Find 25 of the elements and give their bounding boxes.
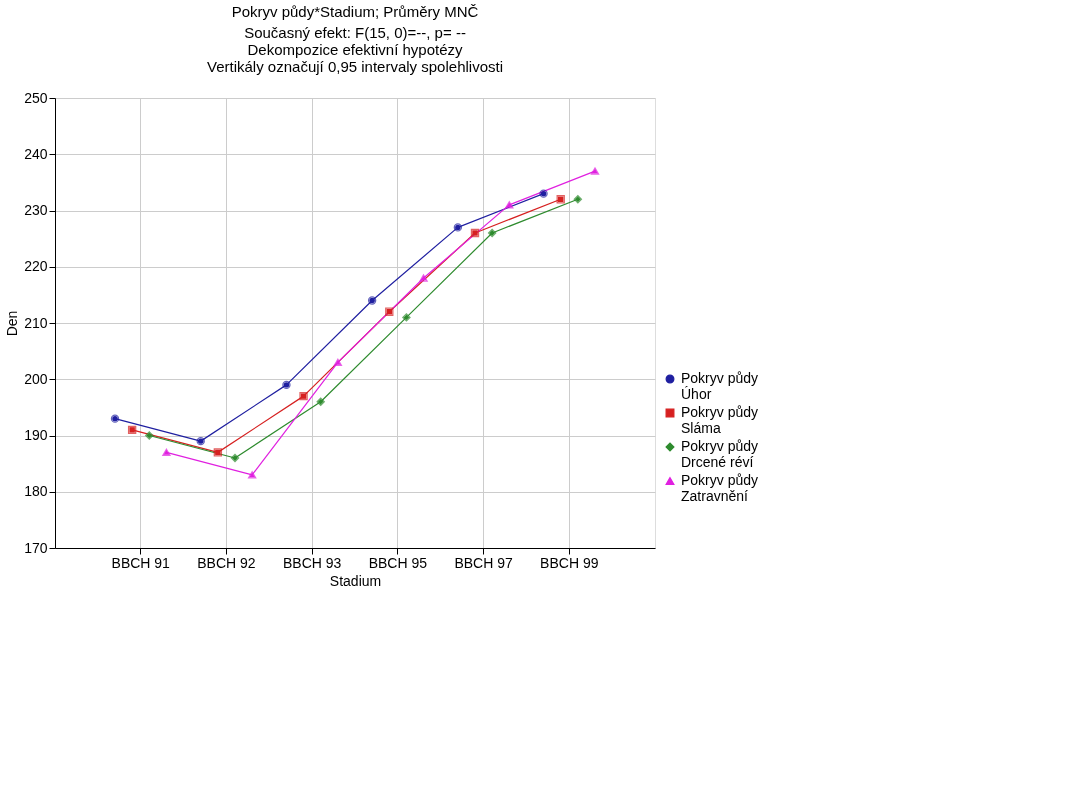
legend-label: Pokryv půdy Sláma bbox=[681, 404, 759, 436]
y-tick-label: 230 bbox=[24, 202, 48, 218]
text: Současný efekt: F(15, 0)=--, p= -- bbox=[244, 24, 466, 41]
y-axis-title: Den bbox=[4, 310, 21, 337]
x-tick-label: BBCH 99 bbox=[540, 554, 599, 571]
legend-label: Pokryv půdy Úhor bbox=[681, 370, 759, 402]
x-tick-label: BBCH 95 bbox=[368, 554, 428, 571]
y-tick-label: 190 bbox=[24, 427, 48, 443]
y-tick-label: 240 bbox=[24, 145, 48, 162]
y-tick-label: 180 bbox=[24, 483, 48, 500]
legend-label: Pokryv půdy Drcené réví bbox=[681, 438, 759, 470]
text: Vertikály označují 0,95 intervaly spolehlivosti bbox=[207, 58, 503, 75]
x-axis-title: Stadium bbox=[329, 572, 382, 589]
x-tick-label: BBCH 92 bbox=[197, 554, 256, 571]
y-tick-label: 250 bbox=[24, 89, 48, 106]
y-tick-label: 170 bbox=[24, 539, 48, 556]
text: Dekompozice efektivní hypotézy bbox=[247, 41, 463, 58]
x-tick-label: BBCH 97 bbox=[454, 554, 513, 571]
x-tick-label: BBCH 93 bbox=[282, 554, 342, 571]
y-tick-label: 210 bbox=[24, 314, 48, 331]
x-tick-label: BBCH 91 bbox=[111, 554, 171, 571]
y-tick-label: 220 bbox=[24, 258, 48, 275]
legend-label: Pokryv půdy Zatravnění bbox=[681, 472, 759, 504]
y-tick-label: 200 bbox=[24, 370, 48, 387]
chart-title: Pokryv půdy*Stadium; Průměry MNČ bbox=[231, 3, 479, 20]
